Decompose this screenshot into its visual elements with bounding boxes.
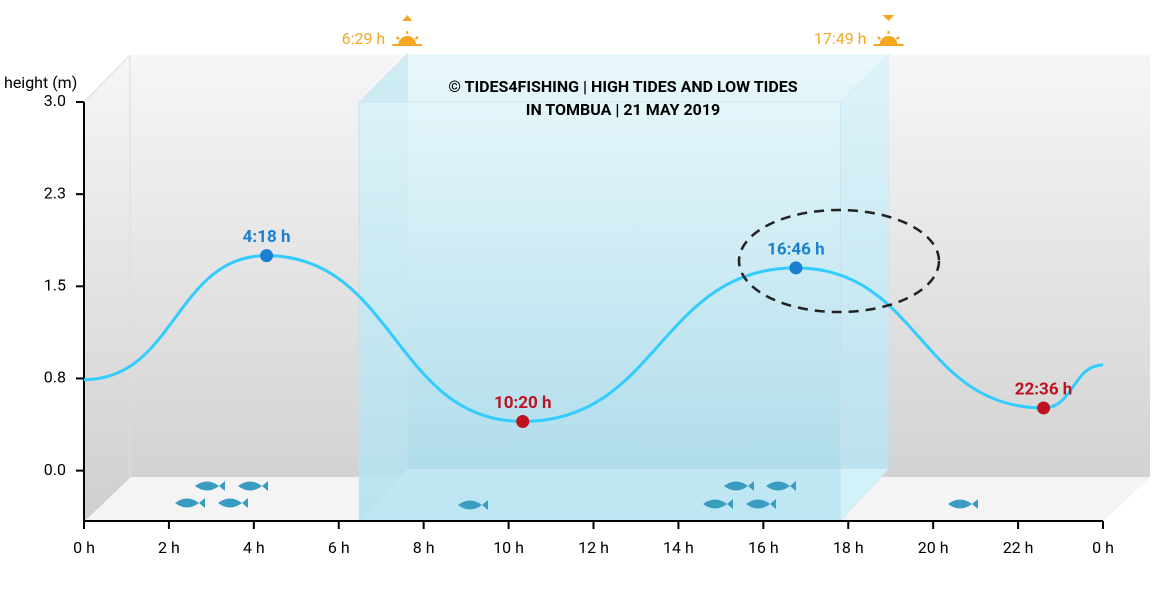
y-tick-label: 3.0 <box>44 91 66 110</box>
tide-extreme <box>1037 401 1051 415</box>
x-tick-label: 20 h <box>918 538 949 557</box>
chart-title: © TIDES4FISHING | HIGH TIDES AND LOW TID… <box>448 77 797 96</box>
sun-ray <box>895 36 901 40</box>
y-tick-label: 2.3 <box>44 183 66 202</box>
y-tick-label: 1.5 <box>44 276 66 295</box>
fish <box>175 498 205 508</box>
tide-time-label: 4:18 h <box>243 227 291 247</box>
sun-time: 6:29 h <box>342 29 386 48</box>
x-tick-label: 2 h <box>158 538 180 557</box>
x-tick-label: 12 h <box>578 538 609 557</box>
tide-extreme <box>516 414 530 428</box>
x-tick-label: 8 h <box>413 538 435 557</box>
sun-icon <box>879 36 898 45</box>
fish <box>746 499 776 509</box>
fish <box>218 498 248 508</box>
highlight-ellipse <box>737 208 941 314</box>
fish <box>195 481 225 491</box>
tide-time-label: 10:20 h <box>494 393 552 413</box>
fish <box>238 481 268 491</box>
x-tick-label: 22 h <box>1003 538 1034 557</box>
x-tick-label: 6 h <box>328 538 350 557</box>
y-tick-label: 0.8 <box>44 368 66 387</box>
tide-extreme <box>789 261 803 275</box>
x-tick-label: 14 h <box>663 538 694 557</box>
fish <box>766 481 796 491</box>
edge <box>83 476 131 522</box>
sun-icon <box>398 36 417 45</box>
x-tick-label: 4 h <box>243 538 265 557</box>
chart-title: IN TOMBUA | 21 MAY 2019 <box>526 100 720 119</box>
fish <box>703 499 733 509</box>
plot: 4:18 h 10:20 h 16:46 h 22:36 h <box>83 227 1104 428</box>
edge <box>83 54 131 103</box>
x-tick-label: 18 h <box>833 538 864 557</box>
x-tick-label: 0 h <box>1092 538 1114 557</box>
daylight-front <box>358 101 841 522</box>
fish-group <box>175 481 978 510</box>
daylight <box>358 52 889 523</box>
fish <box>458 500 488 510</box>
tide-time-label: 16:46 h <box>767 239 825 259</box>
fish <box>948 499 978 509</box>
x-tick-label: 16 h <box>748 538 779 557</box>
y-tick-label: 0.0 <box>44 460 66 479</box>
y-axis-label: height (m) <box>4 73 77 92</box>
tide-extreme <box>260 249 274 263</box>
sun-ray <box>414 36 419 40</box>
sun-ray <box>876 36 882 40</box>
sun-arrow <box>402 15 413 21</box>
fish <box>724 481 754 491</box>
sun-ray <box>395 36 400 40</box>
x-tick-label: 0 h <box>73 538 95 557</box>
sun-arrow <box>882 15 895 21</box>
x-tick-label: 10 h <box>493 538 524 557</box>
ticks: 0.0 0.8 1.5 2.3 3.0 0 h 2 h 4 h 6 h 8 h 10 h 12 h 14… <box>44 91 1114 557</box>
tide-time-label: 22:36 h <box>1015 379 1073 399</box>
tide-line <box>83 254 1104 423</box>
sun-time: 17:49 h <box>814 29 867 48</box>
